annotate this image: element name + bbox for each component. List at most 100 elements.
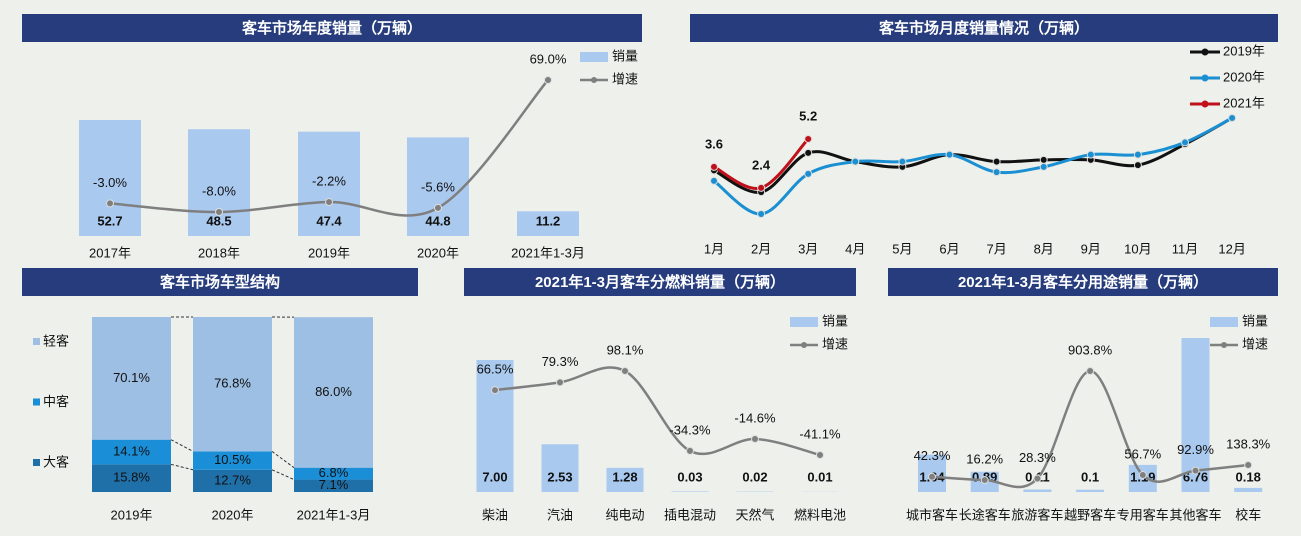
data-label: 44.8 bbox=[425, 213, 450, 228]
chart-title: 2021年1-3月客车分燃料销量（万辆） bbox=[535, 273, 785, 291]
data-label: 16.2% bbox=[966, 451, 1003, 466]
legend-swatch bbox=[33, 459, 40, 466]
x-tick-label: 2019年 bbox=[111, 507, 153, 522]
bar bbox=[1076, 489, 1105, 492]
bar bbox=[671, 491, 709, 492]
point bbox=[751, 435, 759, 444]
title-bar bbox=[22, 268, 418, 296]
connector bbox=[170, 463, 194, 471]
x-tick-label: 2020年 bbox=[417, 245, 459, 260]
bar bbox=[1234, 487, 1263, 492]
data-label: 15.8% bbox=[113, 470, 150, 485]
point bbox=[434, 203, 442, 212]
point bbox=[325, 198, 333, 207]
point bbox=[804, 169, 813, 178]
data-label: 28.3% bbox=[1019, 450, 1056, 465]
point bbox=[215, 208, 223, 216]
bar-segment bbox=[294, 479, 373, 492]
chart-title: 2021年1-3月客车分用途销量（万辆） bbox=[958, 273, 1208, 291]
data-label: 138.3% bbox=[1226, 436, 1271, 451]
x-tick-label: 3月 bbox=[798, 241, 818, 256]
bar-segment bbox=[193, 469, 272, 492]
data-label: 47.4 bbox=[316, 213, 342, 228]
legend-swatch bbox=[580, 52, 608, 62]
x-tick-label: 10月 bbox=[1124, 241, 1151, 256]
x-tick-label: 12月 bbox=[1218, 241, 1245, 256]
line bbox=[109, 79, 549, 217]
bar bbox=[188, 129, 250, 236]
title-bar bbox=[22, 14, 642, 42]
x-tick-label: 7月 bbox=[986, 241, 1006, 256]
data-label: 7.00 bbox=[482, 469, 507, 484]
chart-title: 客车市场年度销量（万辆） bbox=[241, 19, 422, 37]
bar bbox=[1023, 489, 1052, 492]
data-label: 903.8% bbox=[1068, 342, 1113, 357]
data-label: 2.4 bbox=[752, 157, 771, 172]
point bbox=[710, 176, 718, 185]
point bbox=[556, 378, 564, 387]
title-bar bbox=[888, 268, 1278, 296]
x-tick-label: 9月 bbox=[1081, 241, 1101, 256]
data-label: 86.0% bbox=[315, 384, 352, 399]
point bbox=[544, 76, 552, 84]
x-tick-label: 2021年1-3月 bbox=[511, 245, 585, 260]
point bbox=[757, 210, 766, 218]
bar bbox=[606, 467, 644, 492]
data-label: 69.0% bbox=[530, 51, 567, 66]
x-tick-label: 柴油 bbox=[482, 507, 508, 522]
data-label: -2.2% bbox=[312, 173, 346, 188]
data-label: 0.03 bbox=[677, 469, 702, 484]
point bbox=[1039, 155, 1048, 164]
data-label: 14.1% bbox=[113, 443, 150, 458]
legend-swatch bbox=[1201, 100, 1209, 108]
line bbox=[713, 116, 1233, 194]
point bbox=[816, 451, 824, 459]
point bbox=[992, 168, 1001, 177]
x-tick-label: 2021年1-3月 bbox=[297, 507, 371, 522]
bar bbox=[1181, 338, 1210, 492]
data-label: 42.3% bbox=[914, 448, 951, 463]
data-label: 52.7 bbox=[97, 213, 122, 228]
data-label: 56.7% bbox=[1124, 446, 1161, 461]
x-tick-label: 4月 bbox=[845, 241, 865, 256]
data-label: 10.5% bbox=[214, 452, 251, 467]
point bbox=[1191, 466, 1200, 475]
bar bbox=[79, 120, 141, 236]
x-tick-label: 旅游客车 bbox=[1011, 507, 1063, 522]
data-label: 76.8% bbox=[214, 376, 251, 391]
data-label: 11.2 bbox=[536, 213, 561, 228]
legend-label: 2019年 bbox=[1223, 43, 1265, 58]
point bbox=[1244, 461, 1253, 470]
legend-label: 2020年 bbox=[1223, 69, 1265, 84]
data-label: 2.53 bbox=[547, 469, 572, 484]
data-label: -3.0% bbox=[93, 175, 127, 190]
point bbox=[1033, 474, 1042, 483]
x-tick-label: 2020年 bbox=[212, 507, 254, 522]
data-label: 7.1% bbox=[319, 477, 349, 492]
x-tick-label: 1月 bbox=[704, 241, 724, 256]
point bbox=[898, 157, 907, 166]
point bbox=[804, 148, 813, 157]
point bbox=[804, 134, 813, 143]
data-label: 98.1% bbox=[607, 342, 644, 357]
point bbox=[1138, 471, 1147, 480]
x-tick-label: 天然气 bbox=[735, 507, 774, 522]
legend-label: 增速 bbox=[822, 336, 848, 351]
legend-label: 增速 bbox=[612, 71, 638, 86]
legend-swatch bbox=[1201, 74, 1209, 82]
point bbox=[851, 157, 860, 166]
point bbox=[1086, 367, 1095, 375]
data-label: 3.6 bbox=[705, 136, 723, 151]
data-label: -14.6% bbox=[734, 410, 776, 425]
point bbox=[757, 183, 766, 192]
x-tick-label: 5月 bbox=[892, 241, 912, 256]
chart-title: 客车市场月度销量情况（万辆） bbox=[878, 19, 1089, 37]
point bbox=[1039, 162, 1048, 171]
data-label: 92.9% bbox=[1177, 442, 1214, 457]
data-label: 12.7% bbox=[214, 472, 251, 487]
legend-label: 销量 bbox=[612, 48, 638, 63]
x-tick-label: 6月 bbox=[939, 241, 959, 256]
data-label: 6.8% bbox=[319, 465, 349, 480]
point bbox=[980, 476, 989, 484]
bar bbox=[476, 360, 514, 492]
